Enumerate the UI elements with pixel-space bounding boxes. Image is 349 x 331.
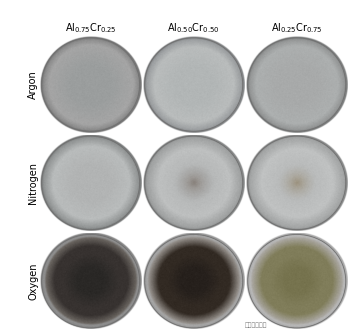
Text: Nitrogen: Nitrogen — [28, 162, 38, 204]
Text: $\mathrm{Al}_{0.25}\mathrm{Cr}_{0.75}$: $\mathrm{Al}_{0.25}\mathrm{Cr}_{0.75}$ — [271, 21, 322, 35]
Text: Argon: Argon — [28, 70, 38, 99]
Text: $\mathrm{Al}_{0.75}\mathrm{Cr}_{0.25}$: $\mathrm{Al}_{0.75}\mathrm{Cr}_{0.25}$ — [65, 21, 117, 35]
Text: 真空锨膜专家: 真空锨膜专家 — [244, 322, 267, 328]
Text: $\mathrm{Al}_{0.50}\mathrm{Cr}_{0.50}$: $\mathrm{Al}_{0.50}\mathrm{Cr}_{0.50}$ — [168, 21, 220, 35]
Text: Oxygen: Oxygen — [28, 262, 38, 300]
